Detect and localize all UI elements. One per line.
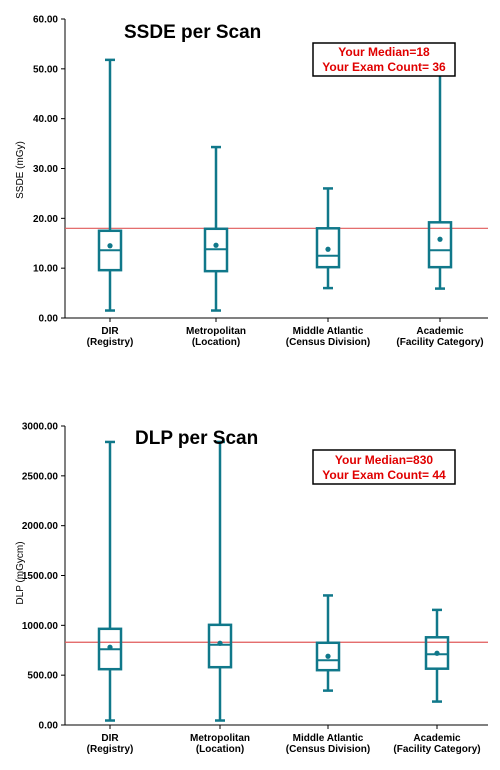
ssde-y-tick-label: 60.00 xyxy=(33,15,58,26)
dlp-category-label: (Location) xyxy=(196,744,244,755)
dlp-legend-median: Your Median=830 xyxy=(335,453,433,467)
dlp-box-3 xyxy=(315,594,341,692)
ssde-category-label: Middle Atlantic xyxy=(293,326,364,337)
ssde-category-label: Academic xyxy=(416,326,464,337)
ssde-chart-title: SSDE per Scan xyxy=(124,22,261,43)
dlp-box-1 xyxy=(97,440,123,722)
dlp-y-tick-label: 1500.00 xyxy=(22,571,59,582)
dlp-category-label: Academic xyxy=(413,733,461,744)
ssde-category-label: (Facility Category) xyxy=(396,337,483,348)
dlp-y-axis-label: DLP (mGycm) xyxy=(15,541,26,604)
dlp-chart-title: DLP per Scan xyxy=(135,428,258,449)
ssde-chart: 0.00 10.00 20.00 30.00 40.00 50.00 60.00 DIR(Re… xyxy=(15,15,488,348)
ssde-category-label: (Location) xyxy=(192,337,240,348)
dlp-category-label: Middle Atlantic xyxy=(293,733,364,744)
dlp-plot-marks: 0.00 500.00 1000.00 1500.00 2000.00 2500.00 30… xyxy=(22,422,488,755)
ssde-mean-dot xyxy=(213,242,219,248)
ssde-y-tick-label: 50.00 xyxy=(33,64,58,75)
ssde-y-tick-label: 20.00 xyxy=(33,214,58,225)
dlp-box-2 xyxy=(207,440,233,722)
ssde-legend-box: Your Median=18 Your Exam Count= 36 xyxy=(312,42,456,77)
dlp-y-tick-label: 2500.00 xyxy=(22,471,59,482)
dlp-category-label: (Facility Category) xyxy=(393,744,480,755)
ssde-category-label: Metropolitan xyxy=(186,326,246,337)
dlp-box-iqr xyxy=(315,641,341,672)
dlp-category-label: (Registry) xyxy=(87,744,134,755)
dlp-category-label: Metropolitan xyxy=(190,733,250,744)
dlp-category-label: DIR xyxy=(101,733,119,744)
ssde-y-tick-label: 0.00 xyxy=(39,314,59,325)
ssde-y-axis-label: SSDE (mGy) xyxy=(15,141,26,199)
ssde-box-4 xyxy=(427,58,453,290)
ssde-category-label: (Census Division) xyxy=(286,337,370,348)
ssde-mean-dot xyxy=(325,246,331,252)
ssde-plot-marks: 0.00 10.00 20.00 30.00 40.00 50.00 60.00 DIR(Re… xyxy=(33,15,488,348)
ssde-legend-count: Your Exam Count= 36 xyxy=(322,60,446,74)
dlp-y-tick-label: 1000.00 xyxy=(22,621,59,632)
ssde-category-label: (Registry) xyxy=(87,337,134,348)
ssde-mean-dot xyxy=(437,236,443,242)
ssde-legend-median: Your Median=18 xyxy=(338,45,430,59)
ssde-category-label: DIR xyxy=(101,326,119,337)
dlp-box-iqr xyxy=(424,636,450,670)
ssde-y-tick-label: 10.00 xyxy=(33,264,58,275)
ssde-mean-dot xyxy=(107,243,113,249)
dlp-y-tick-label: 2000.00 xyxy=(22,521,59,532)
dlp-box-4 xyxy=(424,608,450,703)
ssde-box-iqr xyxy=(427,221,453,269)
dlp-mean-dot xyxy=(107,644,113,650)
dlp-y-tick-label: 0.00 xyxy=(39,721,59,732)
dlp-y-tick-label: 3000.00 xyxy=(22,422,59,433)
dlp-legend-box: Your Median=830 Your Exam Count= 44 xyxy=(312,449,456,485)
dlp-mean-dot xyxy=(325,653,331,659)
ssde-box-2 xyxy=(203,145,229,312)
dlp-mean-dot xyxy=(434,650,440,656)
ssde-box-3 xyxy=(315,187,341,290)
dlp-category-label: (Census Division) xyxy=(286,744,370,755)
ssde-box-1 xyxy=(97,58,123,312)
dlp-legend-count: Your Exam Count= 44 xyxy=(322,468,446,482)
dlp-chart: 0.00 500.00 1000.00 1500.00 2000.00 2500.00 30… xyxy=(15,422,488,755)
ssde-y-tick-label: 40.00 xyxy=(33,114,58,125)
ssde-y-tick-label: 30.00 xyxy=(33,164,58,175)
dlp-y-tick-label: 500.00 xyxy=(27,671,58,682)
dlp-mean-dot xyxy=(217,640,223,646)
ssde-box-iqr xyxy=(315,227,341,269)
dlp-box-iqr xyxy=(207,623,233,669)
